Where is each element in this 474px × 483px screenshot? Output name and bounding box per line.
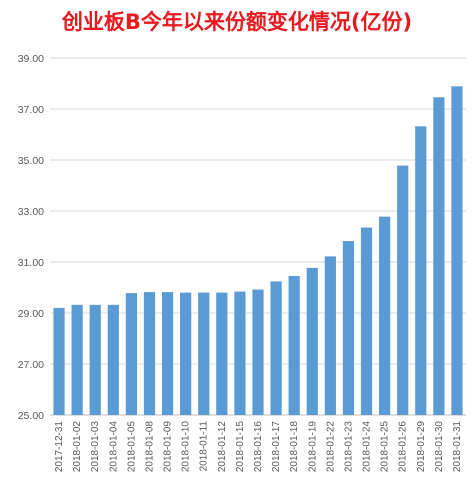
x-tick-label: 2018-01-31 [452,421,463,473]
x-tick-label: 2018-01-05 [126,421,137,473]
bar [342,241,355,415]
x-tick-label: 2018-01-11 [199,421,210,472]
x-tick-label: 2018-01-08 [144,421,155,473]
bar [216,292,228,415]
y-tick-label: 35.00 [18,155,44,167]
bar [252,289,264,415]
chart-title: 创业板B今年以来份额变化情况(亿份) [61,10,413,34]
y-tick-label: 37.00 [18,104,44,116]
bar [107,304,119,415]
bar [143,292,156,415]
bar [360,227,373,415]
x-tick-label: 2018-01-10 [181,421,192,473]
bar [270,281,282,415]
bar [161,292,174,415]
y-tick-label: 33.00 [18,206,44,218]
x-tick-label: 2018-01-02 [72,421,83,473]
x-tick-label: 2018-01-04 [108,421,119,473]
x-tick-label: 2018-01-09 [163,421,174,473]
bar [306,267,318,415]
y-tick-label: 39.00 [18,53,44,65]
bar [53,307,65,415]
x-tick-label: 2018-01-12 [217,421,228,473]
bar [433,97,445,416]
bar [89,304,101,415]
y-tick-label: 31.00 [18,257,44,269]
bar [234,291,246,415]
x-tick-label: 2018-01-26 [398,421,409,473]
y-tick-label: 27.00 [18,359,44,371]
bar [125,293,137,415]
bar [324,256,336,415]
x-tick-label: 2018-01-25 [380,421,391,473]
x-tick-label: 2018-01-16 [253,421,264,473]
y-tick-label: 29.00 [18,308,44,320]
x-tick-label: 2018-01-24 [362,421,373,473]
bar [451,86,463,416]
x-tick-label: 2017-12-31 [54,421,65,473]
x-tick-label: 2018-01-29 [416,421,427,473]
bar [198,292,210,415]
x-tick-label: 2018-01-22 [325,421,336,473]
bar [415,126,427,415]
x-tick-label: 2018-01-15 [235,421,246,473]
x-tick-label: 2018-01-18 [289,421,300,473]
bar [288,276,300,415]
bar [180,292,192,415]
bar [71,304,83,415]
bar [379,216,391,415]
bar [397,165,409,415]
x-tick-label: 2018-01-30 [434,421,445,473]
x-tick-label: 2018-01-23 [343,421,354,473]
x-tick-label: 2018-01-19 [307,421,318,473]
x-tick-label: 2018-01-03 [90,421,101,473]
y-tick-label: 25.00 [18,410,44,422]
x-tick-label: 2018-01-17 [271,421,282,473]
